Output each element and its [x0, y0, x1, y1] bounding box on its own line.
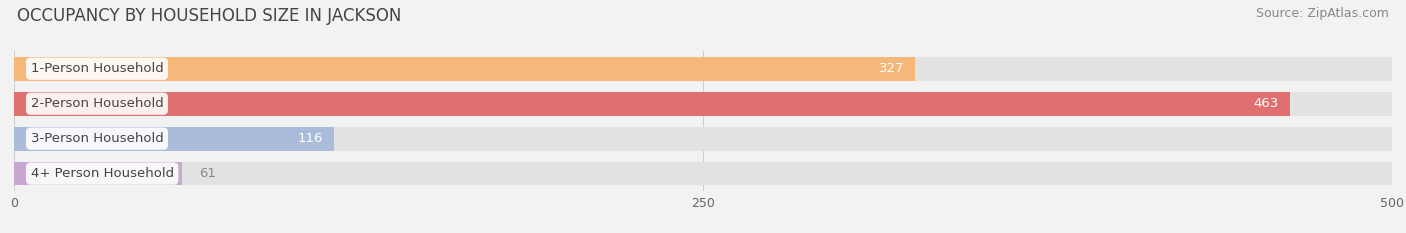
Text: 463: 463 — [1254, 97, 1279, 110]
Text: OCCUPANCY BY HOUSEHOLD SIZE IN JACKSON: OCCUPANCY BY HOUSEHOLD SIZE IN JACKSON — [17, 7, 401, 25]
Bar — [14, 57, 915, 81]
Bar — [14, 162, 183, 185]
Bar — [14, 92, 1289, 116]
Text: 327: 327 — [879, 62, 904, 75]
Bar — [14, 92, 1392, 116]
Text: 1-Person Household: 1-Person Household — [31, 62, 163, 75]
Text: 4+ Person Household: 4+ Person Household — [31, 167, 174, 180]
Text: 2-Person Household: 2-Person Household — [31, 97, 163, 110]
Bar — [14, 127, 1392, 151]
Bar — [14, 162, 1392, 185]
Text: 116: 116 — [297, 132, 323, 145]
Bar — [14, 57, 1392, 81]
Text: 61: 61 — [198, 167, 215, 180]
Text: 3-Person Household: 3-Person Household — [31, 132, 163, 145]
Bar — [14, 127, 333, 151]
Text: Source: ZipAtlas.com: Source: ZipAtlas.com — [1256, 7, 1389, 20]
